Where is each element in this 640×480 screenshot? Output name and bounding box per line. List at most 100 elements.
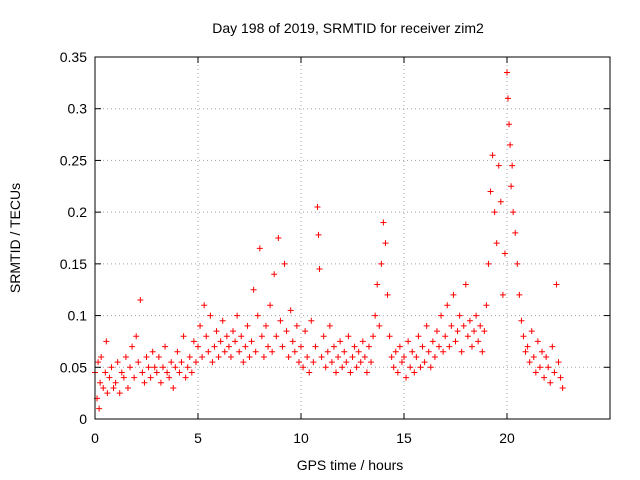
data-point xyxy=(112,379,119,386)
data-point xyxy=(133,333,140,340)
data-point xyxy=(188,369,195,376)
data-point xyxy=(205,348,212,355)
data-point xyxy=(534,338,541,345)
data-point xyxy=(335,353,342,360)
data-point xyxy=(407,364,414,371)
data-point xyxy=(277,317,284,324)
data-point xyxy=(207,312,214,319)
data-point xyxy=(429,338,436,345)
data-point xyxy=(127,364,134,371)
data-point xyxy=(248,338,255,345)
data-point xyxy=(223,333,230,340)
data-point xyxy=(153,369,160,376)
data-point xyxy=(460,322,467,329)
data-point xyxy=(262,322,269,329)
data-point xyxy=(96,405,103,412)
data-point xyxy=(347,369,354,376)
data-point xyxy=(380,219,387,226)
data-point xyxy=(215,353,222,360)
x-tick-label: 15 xyxy=(396,430,412,446)
data-point xyxy=(316,266,323,273)
data-point xyxy=(493,240,500,247)
data-point xyxy=(485,260,492,267)
data-point xyxy=(176,369,183,376)
data-point xyxy=(442,333,449,340)
data-point xyxy=(370,333,377,340)
data-point xyxy=(464,333,471,340)
data-point xyxy=(291,348,298,355)
data-point xyxy=(314,203,321,210)
data-point xyxy=(409,348,416,355)
data-point xyxy=(170,384,177,391)
data-point xyxy=(300,364,307,371)
data-point xyxy=(174,348,181,355)
data-point xyxy=(256,245,263,252)
data-point xyxy=(553,281,560,288)
data-point xyxy=(293,322,300,329)
data-point xyxy=(419,343,426,350)
data-point xyxy=(178,359,185,366)
data-point xyxy=(129,343,136,350)
data-point xyxy=(190,338,197,345)
data-point xyxy=(131,374,138,381)
x-tick-label: 0 xyxy=(91,430,99,446)
data-point xyxy=(510,209,517,216)
data-point xyxy=(333,369,340,376)
data-point xyxy=(219,317,226,324)
data-point xyxy=(384,291,391,298)
data-point xyxy=(394,369,401,376)
x-tick-label: 5 xyxy=(194,430,202,446)
data-point xyxy=(234,312,241,319)
data-point xyxy=(504,69,510,76)
data-point xyxy=(122,353,129,360)
x-tick-label: 10 xyxy=(293,430,309,446)
data-point xyxy=(456,312,463,319)
data-point xyxy=(446,343,453,350)
data-point xyxy=(203,333,210,340)
data-point xyxy=(110,384,117,391)
data-point xyxy=(551,369,558,376)
data-point xyxy=(355,348,362,355)
data-point xyxy=(543,353,550,360)
data-point xyxy=(141,379,148,386)
data-point xyxy=(471,328,478,335)
data-point xyxy=(386,333,393,340)
data-point xyxy=(508,183,515,190)
data-point xyxy=(281,260,288,267)
data-point xyxy=(520,333,527,340)
data-point xyxy=(209,359,216,366)
data-point xyxy=(462,281,469,288)
data-point xyxy=(337,338,344,345)
data-point xyxy=(547,379,554,386)
data-point xyxy=(145,364,152,371)
data-point xyxy=(114,359,121,366)
grid-lines xyxy=(95,57,610,419)
data-point xyxy=(103,338,110,345)
data-point xyxy=(425,348,432,355)
data-point xyxy=(372,312,379,319)
data-point xyxy=(324,348,331,355)
data-point xyxy=(306,369,313,376)
data-point xyxy=(405,338,412,345)
data-point xyxy=(341,348,348,355)
data-point xyxy=(267,302,274,309)
data-point xyxy=(100,384,107,391)
data-point xyxy=(382,240,389,247)
data-point xyxy=(483,302,490,309)
data-point xyxy=(328,359,335,366)
data-point xyxy=(285,353,292,360)
data-point xyxy=(98,353,105,360)
data-point xyxy=(518,317,525,324)
data-point xyxy=(536,364,543,371)
data-point xyxy=(438,312,445,319)
data-point xyxy=(244,322,251,329)
data-point xyxy=(491,209,498,216)
data-point xyxy=(545,364,552,371)
data-point xyxy=(452,338,459,345)
data-point xyxy=(541,374,548,381)
y-tick-label: 0.3 xyxy=(68,101,88,117)
data-point xyxy=(481,328,488,335)
data-point xyxy=(514,260,521,267)
data-point xyxy=(157,379,164,386)
data-point xyxy=(149,348,156,355)
